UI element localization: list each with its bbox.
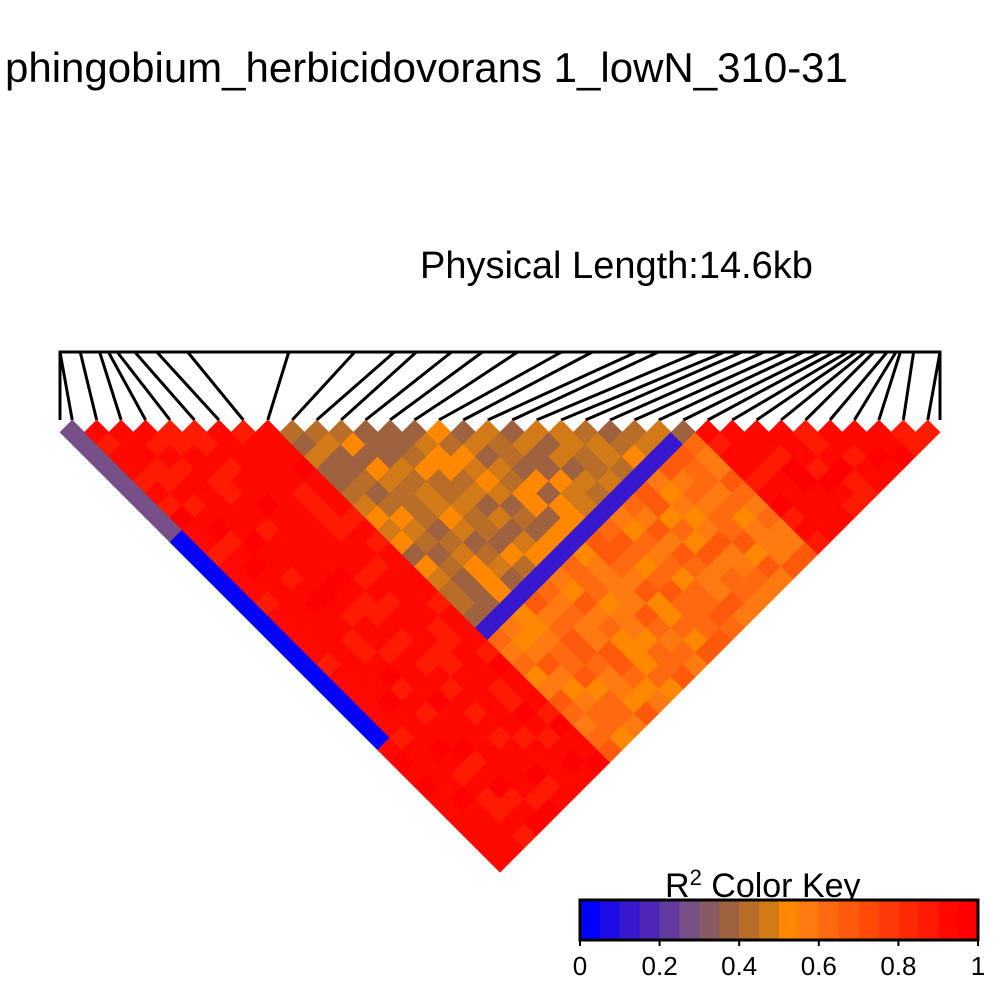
marker-tick-8 bbox=[266, 351, 291, 421]
color-key-swatch-18 bbox=[938, 900, 959, 940]
marker-tick-19 bbox=[536, 350, 699, 422]
color-key-title-sup: 2 bbox=[690, 865, 702, 890]
color-key-swatch-6 bbox=[699, 900, 720, 940]
marker-tick-18 bbox=[511, 350, 660, 422]
color-key-tick-label-0: 0 bbox=[573, 951, 587, 981]
color-key-swatch-14 bbox=[858, 900, 879, 940]
color-key-swatch-5 bbox=[679, 900, 700, 940]
marker-tick-17 bbox=[487, 350, 638, 422]
marker-tick-10 bbox=[315, 350, 396, 422]
marker-tick-7 bbox=[186, 351, 245, 421]
marker-tick-13 bbox=[389, 350, 484, 422]
color-key-tick-label-3: 0.6 bbox=[801, 951, 837, 981]
color-key-tick-label-2: 0.4 bbox=[721, 951, 757, 981]
physical-length-value: 14.6kb bbox=[699, 245, 813, 287]
marker-tick-9 bbox=[291, 350, 356, 422]
color-key-swatches bbox=[580, 900, 979, 940]
marker-tick-23 bbox=[633, 350, 787, 422]
marker-tick-12 bbox=[364, 350, 453, 422]
marker-tick-32 bbox=[853, 351, 898, 421]
marker-tick-35 bbox=[926, 351, 942, 421]
color-key-border bbox=[578, 898, 980, 942]
marker-tick-21 bbox=[584, 350, 743, 422]
marker-tick-30 bbox=[804, 350, 876, 422]
color-key-ticks: 0 0.2 0.4 0.6 0.8 1 bbox=[573, 940, 985, 981]
marker-axis-outline bbox=[58, 350, 942, 420]
color-key-swatch-19 bbox=[958, 900, 979, 940]
color-key-swatch-9 bbox=[759, 900, 780, 940]
color-key-swatch-13 bbox=[838, 900, 860, 940]
chart-title: phingobium_herbicidovorans 1_lowN_310-31 bbox=[5, 44, 848, 91]
marker-tick-34 bbox=[901, 351, 916, 421]
color-key-tick-label-1: 0.2 bbox=[642, 951, 678, 981]
marker-tick-25 bbox=[682, 350, 822, 422]
marker-tick-26 bbox=[707, 350, 836, 422]
color-key-tick-label-5: 1 bbox=[971, 951, 985, 981]
marker-tick-16 bbox=[462, 350, 594, 422]
color-key-swatch-0 bbox=[580, 900, 601, 940]
marker-tick-33 bbox=[877, 351, 902, 421]
marker-tick-29 bbox=[780, 350, 867, 422]
ld-cell-35-35 bbox=[915, 419, 941, 445]
marker-tick-4 bbox=[116, 351, 172, 421]
physical-length-label: Physical Length:14.6kb bbox=[420, 245, 813, 287]
color-key-swatch-3 bbox=[639, 900, 661, 940]
color-key-swatch-10 bbox=[779, 900, 800, 940]
marker-tick-0 bbox=[58, 351, 74, 421]
color-key-swatch-12 bbox=[818, 900, 840, 940]
color-key-swatch-15 bbox=[878, 900, 899, 940]
color-key-swatch-11 bbox=[798, 900, 820, 940]
color-key-swatch-7 bbox=[719, 900, 740, 940]
marker-tick-14 bbox=[413, 350, 519, 422]
color-key-swatch-16 bbox=[898, 900, 919, 940]
ld-cells bbox=[59, 419, 941, 873]
color-key-swatch-17 bbox=[918, 900, 939, 940]
r2-color-key: R2 Color Key 0 0.2 0.4 0.6 0.8 1 bbox=[573, 865, 985, 982]
color-key-swatch-2 bbox=[619, 900, 641, 940]
marker-position-ticks bbox=[58, 350, 942, 422]
marker-tick-1 bbox=[78, 351, 99, 421]
marker-tick-27 bbox=[731, 350, 849, 422]
marker-tick-5 bbox=[133, 351, 196, 421]
color-key-swatch-8 bbox=[739, 900, 760, 940]
marker-tick-20 bbox=[560, 350, 725, 422]
marker-tick-3 bbox=[107, 351, 147, 421]
marker-tick-15 bbox=[438, 350, 563, 422]
marker-tick-31 bbox=[828, 351, 889, 421]
color-key-swatch-4 bbox=[659, 900, 680, 940]
marker-tick-6 bbox=[155, 350, 220, 422]
color-key-swatch-1 bbox=[599, 900, 621, 940]
physical-length-prefix: Physical Length: bbox=[420, 245, 699, 287]
marker-tick-11 bbox=[340, 350, 418, 422]
marker-tick-24 bbox=[658, 350, 805, 422]
marker-tick-28 bbox=[755, 350, 858, 422]
marker-tick-2 bbox=[98, 351, 123, 421]
marker-tick-22 bbox=[609, 350, 765, 422]
color-key-tick-label-4: 0.8 bbox=[880, 951, 916, 981]
